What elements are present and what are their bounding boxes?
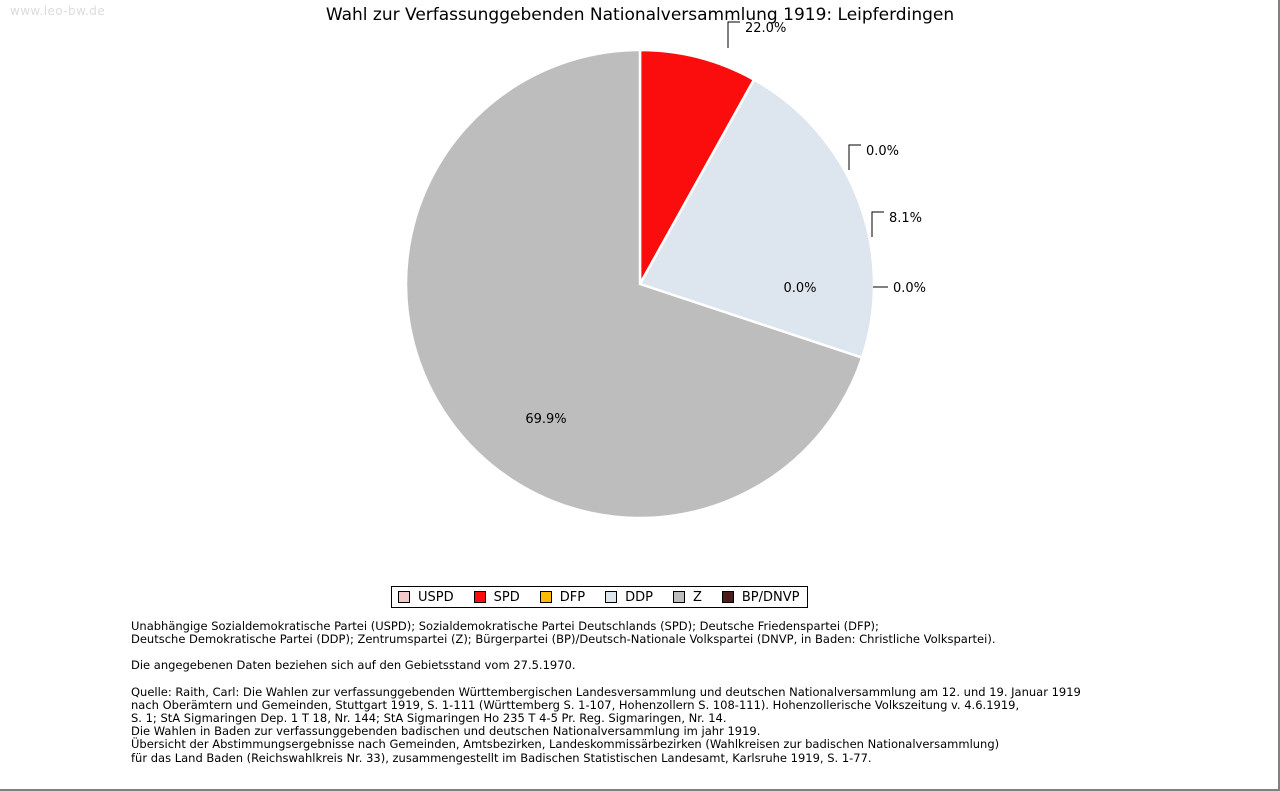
pie-chart: 22.0% 0.0% 8.1% 0.0% 0.0% 69.9% [404,21,926,520]
slice-percentage-labels: 22.0% 0.0% 8.1% 0.0% 0.0% 69.9% [525,21,926,427]
legend-swatch-icon [672,591,685,603]
footnote-line: Übersicht der Abstimmungsergebnisse nach… [131,737,1000,752]
pie-slice-spd[interactable] [638,48,756,289]
legend-item-dfp[interactable]: DFP [539,589,586,605]
pie-slice-ddp[interactable] [638,77,876,360]
pie-slice-z[interactable] [404,48,864,520]
slice-label-ddp: 22.0% [745,21,786,36]
footnote-line: für das Land Baden (Reichswahlkreis Nr. … [131,750,872,765]
footnote-source: Quelle: Raith, Carl: Die Wahlen zur verf… [131,684,1231,765]
footnote-line: nach Oberämtern und Gemeinden, Stuttgart… [131,697,1020,712]
chart-legend: USPD SPD DFP DDP Z BP/DNVP [391,586,809,608]
footnote-line: S. 1; StA Sigmaringen Dep. 1 T 18, Nr. 1… [131,711,727,726]
legend-item-label: BP/DNVP [741,589,800,605]
legend-item-label: SPD [493,589,520,605]
slice-label-dfp: 0.0% [783,281,816,296]
footnotes: Unabhängige Sozialdemokratische Partei (… [131,619,1231,765]
legend-swatch-icon [721,591,734,603]
legend-item-label: USPD [418,589,454,605]
legend-item-label: DDP [625,589,653,605]
footnote-line: Deutsche Demokratische Partei (DDP); Zen… [131,632,996,647]
legend-item-bp-dnvp[interactable]: BP/DNVP [721,589,800,605]
label-leader-lines [727,21,888,288]
footnote-line: Die Wahlen in Baden zur verfassunggebend… [131,724,761,739]
footnote-line: Unabhängige Sozialdemokratische Partei (… [131,619,879,633]
pie-slices [404,48,876,520]
legend-item-spd[interactable]: SPD [473,589,520,605]
legend-swatch-icon [539,591,552,603]
slice-label-uspd: 0.0% [866,144,899,159]
slice-label-z: 69.9% [525,412,566,427]
leader-line [848,144,861,170]
legend-item-label: DFP [559,589,586,605]
legend-swatch-icon [473,591,486,603]
footnote-territory: Die angegebenen Daten beziehen sich auf … [131,659,1231,672]
footnote-parties: Unabhängige Sozialdemokratische Partei (… [131,619,1231,647]
legend-item-uspd[interactable]: USPD [398,591,454,604]
legend-item-label: Z [692,589,702,605]
leader-line [727,21,740,48]
page-title: Wahl zur Verfassunggebenden Nationalvers… [325,5,955,25]
legend-item-ddp[interactable]: DDP [605,591,653,604]
legend-item-z[interactable]: Z [672,589,702,605]
leader-line [871,211,884,237]
legend-swatch-icon [605,591,618,603]
slice-label-spd: 8.1% [889,211,922,226]
footnote-line: Quelle: Raith, Carl: Die Wahlen zur verf… [131,684,1081,699]
watermark-text: www.leo-bw.de [10,4,106,18]
legend-swatch-icon [398,591,410,603]
footnote-line: Die angegebenen Daten beziehen sich auf … [131,658,576,673]
slice-label-bp-dnvp: 0.0% [893,281,926,296]
